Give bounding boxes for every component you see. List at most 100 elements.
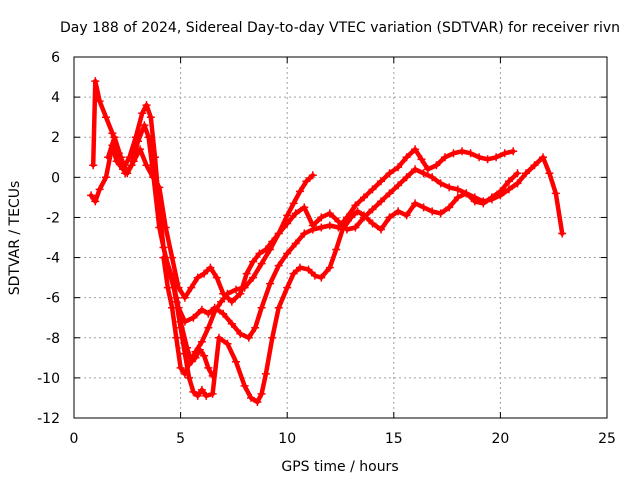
data-point-marker — [180, 349, 189, 358]
x-axis-label: GPS time / hours — [281, 459, 398, 475]
grid — [74, 57, 607, 418]
data-point-marker — [332, 245, 341, 254]
data-point-marker — [289, 199, 298, 208]
data-point-marker — [310, 271, 319, 280]
data-point-marker — [334, 217, 343, 226]
data-point-marker — [428, 173, 437, 182]
data-point-marker — [325, 209, 334, 218]
data-point-marker — [402, 153, 411, 162]
data-point-marker — [325, 263, 334, 272]
data-point-marker — [504, 185, 513, 194]
y-tick-label: -6 — [46, 291, 60, 307]
data-point-marker — [197, 305, 206, 314]
data-point-marker — [411, 199, 420, 208]
data-point-marker — [206, 263, 215, 272]
data-point-marker — [338, 225, 347, 234]
data-point-marker — [219, 309, 228, 318]
data-point-marker — [204, 323, 213, 332]
data-point-marker — [257, 389, 266, 398]
data-point-marker — [200, 351, 209, 360]
data-point-marker — [479, 199, 488, 208]
data-point-marker — [283, 211, 292, 220]
y-tick-label: -4 — [46, 251, 60, 267]
data-point-marker — [138, 109, 147, 118]
data-point-marker — [168, 253, 177, 262]
data-point-marker — [240, 381, 249, 390]
data-point-marker — [308, 221, 317, 230]
data-point-marker — [197, 337, 206, 346]
data-point-marker — [394, 181, 403, 190]
data-point-marker — [140, 121, 149, 130]
data-point-marker — [283, 283, 292, 292]
data-point-marker — [202, 391, 211, 400]
data-point-marker — [317, 213, 326, 222]
data-point-marker — [89, 161, 98, 170]
data-point-marker — [172, 333, 181, 342]
data-point-marker — [208, 389, 217, 398]
x-tick-label: 5 — [176, 431, 185, 447]
data-point-marker — [453, 193, 462, 202]
data-point-marker — [104, 153, 113, 162]
data-point-marker — [283, 249, 292, 258]
data-point-marker — [296, 187, 304, 196]
data-point-marker — [385, 189, 394, 198]
data-point-marker — [210, 307, 219, 316]
plot-frame — [73, 56, 608, 419]
data-point-marker — [317, 273, 326, 282]
data-point-marker — [261, 369, 270, 378]
data-point-marker — [168, 273, 177, 282]
data-point-marker — [193, 391, 202, 400]
series-line — [169, 171, 520, 405]
y-tick-label: -8 — [46, 331, 60, 347]
data-point-marker — [134, 137, 142, 146]
data-point-marker — [197, 385, 206, 394]
data-point-marker — [445, 203, 454, 212]
data-series — [87, 77, 567, 406]
data-point-marker — [249, 257, 258, 266]
data-point-marker — [142, 161, 151, 170]
series-track-1 — [87, 101, 217, 380]
data-point-marker — [116, 153, 125, 162]
data-point-marker — [402, 173, 411, 182]
data-point-marker — [449, 149, 458, 158]
data-point-marker — [102, 113, 110, 122]
data-point-marker — [436, 209, 445, 218]
data-point-marker — [368, 219, 377, 228]
x-tick-label: 0 — [70, 431, 79, 447]
data-point-marker — [441, 153, 449, 162]
data-point-marker — [470, 197, 479, 206]
data-point-marker — [496, 187, 505, 196]
data-point-marker — [377, 197, 385, 206]
data-point-marker — [360, 211, 368, 220]
data-point-marker — [417, 155, 426, 164]
data-point-marker — [257, 259, 266, 268]
data-point-marker — [163, 283, 172, 292]
data-point-marker — [545, 169, 554, 178]
data-point-marker — [492, 153, 501, 162]
data-point-marker — [539, 153, 547, 162]
data-point-marker — [411, 145, 420, 154]
axis-ticks: 0 5 10 15 20 25 -12 -10 -8 -6 -4 -2 0 2 4 6 — [37, 50, 616, 447]
data-point-marker — [236, 289, 245, 298]
data-point-marker — [487, 193, 496, 202]
data-point-marker — [95, 97, 104, 106]
data-point-marker — [317, 223, 326, 232]
data-point-marker — [289, 269, 298, 278]
data-point-marker — [189, 387, 198, 396]
data-point-marker — [504, 177, 513, 186]
data-point-marker — [176, 363, 185, 372]
data-point-marker — [227, 297, 236, 306]
data-point-marker — [142, 101, 151, 110]
data-point-marker — [193, 273, 202, 282]
data-point-marker — [146, 113, 155, 122]
data-point-marker — [249, 273, 258, 282]
data-point-marker — [274, 261, 283, 270]
data-point-marker — [428, 207, 437, 216]
data-point-marker — [513, 179, 522, 188]
data-point-marker — [204, 309, 213, 318]
data-point-marker — [419, 203, 428, 212]
data-point-marker — [227, 319, 236, 328]
data-point-marker — [144, 133, 153, 142]
y-axis-label: SDTVAR / TECUs — [7, 181, 23, 296]
data-point-marker — [159, 253, 168, 262]
